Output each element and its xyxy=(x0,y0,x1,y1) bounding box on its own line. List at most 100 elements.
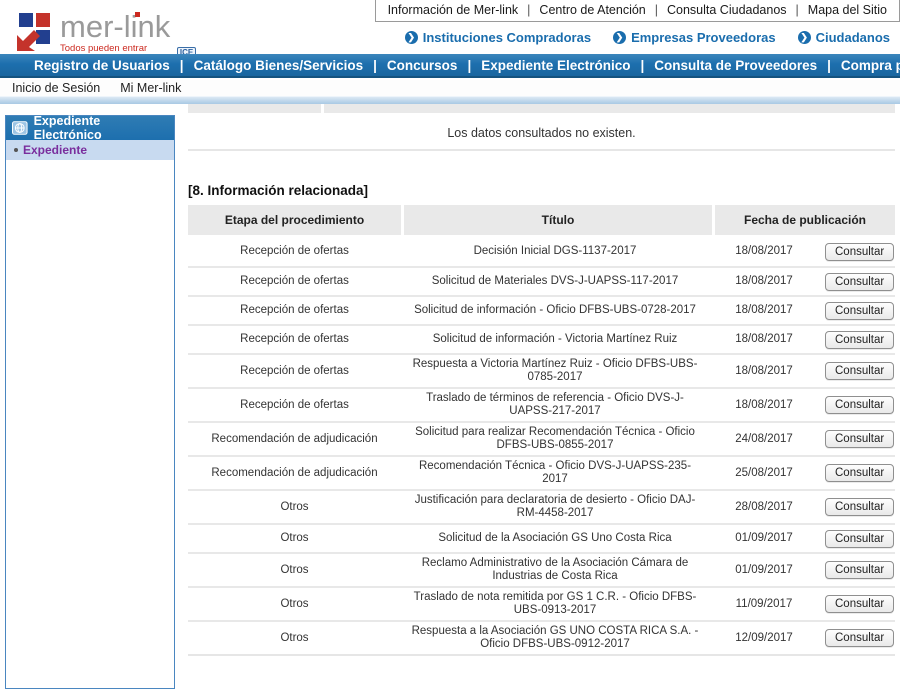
sidebar-item-label: Expediente xyxy=(23,143,88,157)
merlink-logo[interactable]: mer-link Todos pueden entrar ICE xyxy=(16,9,197,58)
table-row: Recepción de ofertas Solicitud de inform… xyxy=(188,324,895,353)
consultar-button[interactable]: Consultar xyxy=(825,330,895,349)
top-links: Información de Mer-linkCentro de Atenció… xyxy=(388,3,887,17)
nav-item[interactable]: Consulta de Proveedores xyxy=(654,58,841,73)
nav-item[interactable]: Registro de Usuarios xyxy=(34,58,194,73)
consultar-button[interactable]: Consultar xyxy=(825,464,895,482)
consultar-button[interactable]: Consultar xyxy=(825,595,895,613)
cell-fecha: 18/08/2017 xyxy=(735,275,793,287)
cell-titulo: Recomendación Técnica - Oficio DVS-J-UAP… xyxy=(418,460,692,485)
cell-titulo: Traslado de términos de referencia - Ofi… xyxy=(426,392,684,417)
consultar-button[interactable]: Consultar xyxy=(825,272,895,291)
arrow-circle-icon xyxy=(797,31,811,44)
cell-titulo: Respuesta a la Asociación GS UNO COSTA R… xyxy=(411,625,699,650)
cell-fecha: 18/08/2017 xyxy=(735,364,793,377)
bullet-icon xyxy=(14,148,18,152)
related-info-table: Etapa del procedimiento Título Fecha de … xyxy=(188,205,895,656)
nav-item[interactable]: Concursos xyxy=(387,58,481,73)
cell-etapa: Otros xyxy=(280,597,309,610)
top-link[interactable]: Centro de Atención xyxy=(539,3,667,17)
cell-etapa: Otros xyxy=(280,631,309,644)
logo-wordmark: mer-link xyxy=(60,9,171,44)
table-row: Recepción de ofertas Traslado de término… xyxy=(188,387,895,421)
table-row: Recomendación de adjudicación Solicitud … xyxy=(188,421,895,455)
clipped-col-administrativo: administrativo/sancionatorio xyxy=(458,104,668,109)
cell-fecha: 12/09/2017 xyxy=(735,631,793,644)
subnav-mi-merlink[interactable]: Mi Mer-link xyxy=(120,81,182,95)
cell-fecha: 18/08/2017 xyxy=(735,398,793,411)
cell-fecha: 01/09/2017 xyxy=(735,563,793,576)
consultar-button[interactable]: Consultar xyxy=(825,362,895,380)
cell-fecha: 18/08/2017 xyxy=(735,304,793,316)
table-row: Recepción de ofertas Solicitud de inform… xyxy=(188,295,895,324)
nav-item[interactable]: Catálogo Bienes/Servicios xyxy=(194,58,387,73)
cell-etapa: Recomendación de adjudicación xyxy=(211,432,378,445)
cell-fecha: 11/09/2017 xyxy=(735,597,793,610)
main-content: administrativo/sancionatorio rectificaci… xyxy=(188,98,895,656)
cell-titulo: Reclamo Administrativo de la Asociación … xyxy=(421,557,689,582)
consultar-button[interactable]: Consultar xyxy=(825,529,895,548)
top-link[interactable]: Consulta Ciudadanos xyxy=(667,3,808,17)
header-titulo: Título xyxy=(404,205,712,235)
separator-line xyxy=(188,149,895,151)
empty-data-message: Los datos consultados no existen. xyxy=(447,126,636,140)
clipped-col-gap xyxy=(321,104,324,113)
consultar-button[interactable]: Consultar xyxy=(825,629,895,647)
clipped-col-rectificacion: rectificación xyxy=(643,104,768,109)
table-row: Recepción de ofertas Respuesta a Victori… xyxy=(188,353,895,387)
top-link[interactable]: Información de Mer-link xyxy=(388,3,540,17)
cell-etapa: Recepción de ofertas xyxy=(240,398,349,411)
cell-etapa: Recepción de ofertas xyxy=(240,364,349,377)
cell-titulo: Respuesta a Victoria Martínez Ruiz - Ofi… xyxy=(412,358,698,383)
header-fecha: Fecha de publicación xyxy=(715,205,895,235)
consultar-button[interactable]: Consultar xyxy=(825,498,895,516)
subnav-inicio-sesion[interactable]: Inicio de Sesión xyxy=(12,81,101,95)
table-row: Otros Traslado de nota remitida por GS 1… xyxy=(188,586,895,620)
logo-tagline: Todos pueden entrar xyxy=(60,43,148,54)
sidebar: Expediente Electrónico Expediente xyxy=(5,114,175,689)
audience-link-label: Ciudadanos xyxy=(815,30,890,45)
consultar-button[interactable]: Consultar xyxy=(825,396,895,414)
table-row: Recepción de ofertas Solicitud de Materi… xyxy=(188,266,895,295)
top-link[interactable]: Mapa del Sitio xyxy=(807,3,887,17)
audience-link[interactable]: Instituciones Compradoras xyxy=(404,30,591,45)
cell-fecha: 18/08/2017 xyxy=(735,333,793,345)
header-etapa: Etapa del procedimiento xyxy=(188,205,401,235)
cell-etapa: Recepción de ofertas xyxy=(240,275,349,287)
sidebar-title: Expediente Electrónico xyxy=(33,114,102,142)
nav-item[interactable]: Expediente Electrónico xyxy=(481,58,654,73)
top-utility-bar: Información de Mer-linkCentro de Atenció… xyxy=(374,0,900,22)
cell-etapa: Otros xyxy=(280,500,309,513)
cell-fecha: 28/08/2017 xyxy=(735,500,793,513)
consultar-button[interactable]: Consultar xyxy=(825,561,895,579)
audience-link[interactable]: Empresas Proveedoras xyxy=(613,30,776,45)
consultar-button[interactable]: Consultar xyxy=(825,301,895,320)
clipped-col-oferente: oferente/contratista xyxy=(763,104,895,109)
logo-red-dot xyxy=(135,12,140,17)
table-row: Otros Reclamo Administrativo de la Asoci… xyxy=(188,552,895,586)
cell-fecha: 25/08/2017 xyxy=(735,466,793,479)
consultar-button[interactable]: Consultar xyxy=(825,430,895,448)
cell-titulo: Solicitud de Materiales DVS-J-UAPSS-117-… xyxy=(431,275,679,287)
main-navigation: Registro de UsuariosCatálogo Bienes/Serv… xyxy=(0,54,900,78)
cell-titulo: Solicitud de la Asociación GS Uno Costa … xyxy=(438,532,672,544)
consultar-button[interactable]: Consultar xyxy=(825,242,895,261)
cell-etapa: Recepción de ofertas xyxy=(240,245,349,257)
merlink-logo-icon xyxy=(17,13,50,51)
expediente-electronico-icon xyxy=(12,121,28,135)
sidebar-item-expediente[interactable]: Expediente xyxy=(6,140,174,160)
audience-link-label: Empresas Proveedoras xyxy=(631,30,776,45)
table-body: Recepción de ofertas Decisión Inicial DG… xyxy=(188,237,895,656)
clipped-table-header: administrativo/sancionatorio rectificaci… xyxy=(188,104,895,113)
cell-fecha: 18/08/2017 xyxy=(735,245,793,257)
cell-etapa: Recepción de ofertas xyxy=(240,333,349,345)
arrow-circle-icon xyxy=(613,31,627,44)
nav-item[interactable]: Compra por Catálogo xyxy=(840,57,900,73)
cell-titulo: Traslado de nota remitida por GS 1 C.R. … xyxy=(413,591,697,616)
cell-titulo: Decisión Inicial DGS-1137-2017 xyxy=(473,245,637,257)
cell-etapa: Recomendación de adjudicación xyxy=(211,466,378,479)
table-row: Otros Solicitud de la Asociación GS Uno … xyxy=(188,523,895,552)
audience-link[interactable]: Ciudadanos xyxy=(797,30,890,45)
divider-bluebar xyxy=(0,96,900,104)
cell-fecha: 01/09/2017 xyxy=(735,532,793,544)
